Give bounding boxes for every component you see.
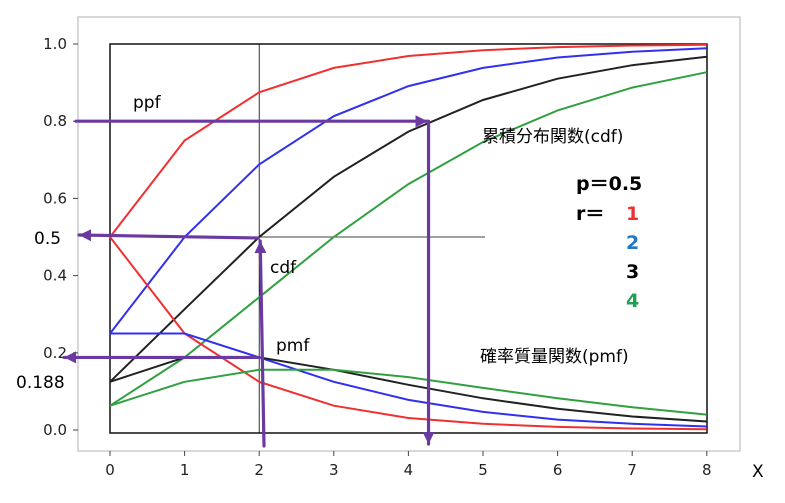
series-pmf-r2-line (110, 332, 707, 428)
y-tick-label-0.8: 0.8 (43, 112, 67, 130)
value-0188-label: 0.188 (16, 373, 65, 393)
series-cdf-r3-line (109, 55, 707, 383)
arrow-cdf-to-axis (77, 233, 260, 240)
r-param-label: r＝ (576, 203, 604, 225)
x-tick-label-2: 2 (254, 461, 264, 479)
cdf-label: cdf (270, 258, 297, 278)
series-cdf-r1-line (109, 43, 707, 238)
y-tick-label-0.0: 0.0 (43, 421, 67, 439)
y-tick-label-0.2: 0.2 (43, 344, 67, 362)
arrow-x-to-cdf-head (254, 241, 267, 254)
x-tick-label-8: 8 (702, 461, 712, 479)
x-tick-label-6: 6 (553, 461, 563, 479)
r-value-2: 2 (626, 232, 639, 254)
r-value-4: 4 (626, 290, 639, 312)
x-tick-label-1: 1 (180, 461, 190, 479)
series-cdf-r2-line (109, 47, 707, 335)
y-tick-label-0.6: 0.6 (43, 189, 67, 207)
arrow-x-to-cdf (258, 239, 266, 448)
x-axis-label: X (752, 462, 764, 482)
x-tick-label-0: 0 (105, 461, 115, 479)
pmf-label: pmf (276, 336, 310, 356)
arrow-ppf-horizontal-head (415, 115, 428, 128)
r-value-1: 1 (626, 203, 639, 225)
x-tick-label-3: 3 (329, 461, 339, 479)
value-05-label: 0.5 (34, 229, 61, 249)
y-tick-label-0.4: 0.4 (43, 267, 67, 285)
r-value-3: 3 (626, 261, 639, 283)
ppf-label: ppf (133, 93, 162, 113)
y-tick-label-1.0: 1.0 (43, 35, 67, 53)
arrow-layer (62, 115, 435, 448)
y-axis-ticks: 0.0 0.2 0.4 0.6 0.8 1.0 (43, 35, 78, 439)
arrow-cdf-to-axis-head (79, 229, 92, 242)
arrow-ppf-vertical-head (422, 432, 435, 444)
x-tick-label-5: 5 (478, 461, 488, 479)
series-cdf-r4-line (109, 71, 708, 407)
p-param-label: p＝0.5 (576, 173, 642, 195)
series-pmf-r1-line (109, 236, 707, 431)
x-tick-label-7: 7 (627, 461, 637, 479)
arrow-pmf-to-axis-head (64, 351, 76, 364)
pmf-title: 確率質量関数(pmf) (480, 347, 629, 367)
x-axis-ticks: 0 1 2 3 4 5 6 7 8 (105, 451, 712, 479)
x-tick-label-4: 4 (404, 461, 414, 479)
series-pmf-r4-line (109, 368, 707, 416)
cdf-title: 累積分布関数(cdf) (482, 127, 623, 147)
